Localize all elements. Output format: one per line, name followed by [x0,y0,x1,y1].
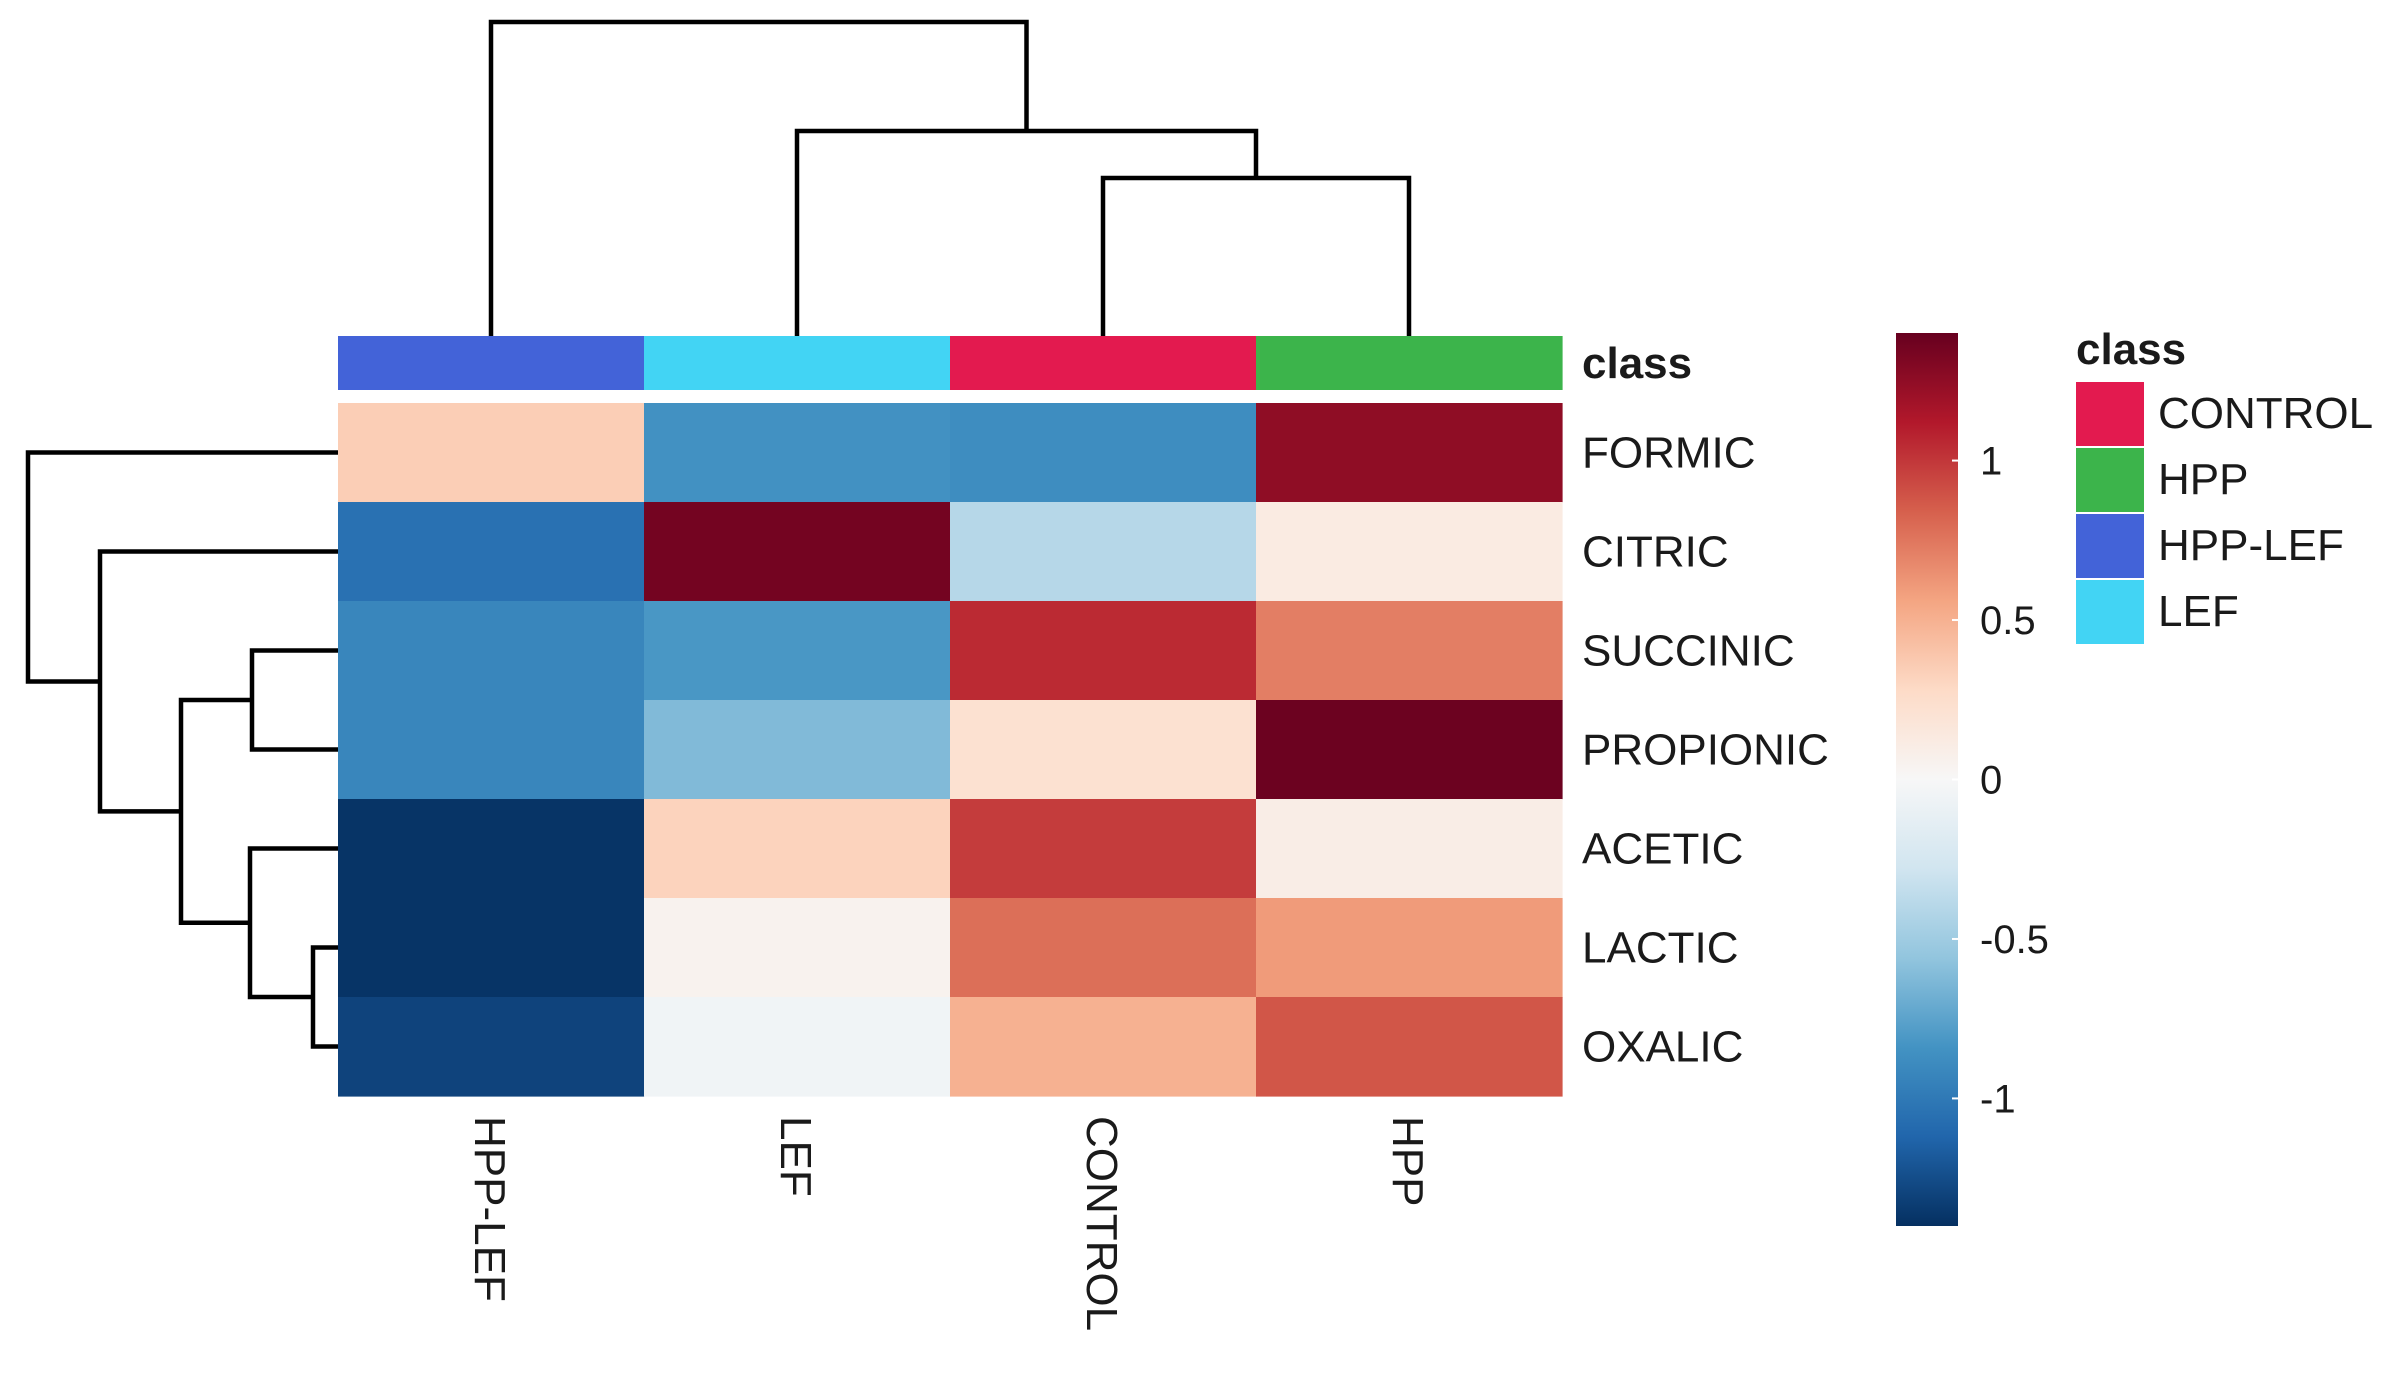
row-dendrogram-link-2 [247,846,338,1000]
column-label-hpp-lef: HPP-LEF [465,1116,514,1302]
heatmap-cell-propionic-lef [644,700,951,800]
legend-label-control: CONTROL [2158,389,2373,438]
column-label-hpp: HPP [1383,1116,1432,1206]
class-annotation-bar [338,336,1563,390]
heatmap-cell-citric-lef [644,502,951,602]
heatmap-cell-oxalic-hpp [1256,997,1563,1097]
heatmap-cell-oxalic-control [950,997,1257,1097]
annotation-title: class [1582,339,1692,388]
row-label-propionic: PROPIONIC [1582,726,1829,775]
class-legend: class CONTROL HPP HPP-LEF LEF [2076,325,2373,644]
heatmap-cell-acetic-hpp [1256,799,1563,899]
column-dendrogram [488,19,1412,336]
heatmap-cell-propionic-control [950,700,1257,800]
heatmap-cell-propionic-hpp [1256,700,1563,800]
heatmap-cell-succinic-hpp-lef [338,601,645,701]
annotation-cell-lef [644,336,951,390]
heatmap-cell-acetic-lef [644,799,951,899]
colorbar-tick-label-0: 0 [1980,759,2002,803]
heatmap-cell-acetic-hpp-lef [338,799,645,899]
annotation-cell-control [950,336,1257,390]
heatmap-cell-oxalic-lef [644,997,951,1097]
column-labels: HPP-LEF LEF CONTROL HPP [465,1116,1432,1331]
row-label-citric: CITRIC [1582,528,1729,577]
row-label-lactic: LACTIC [1582,924,1738,973]
row-dendrogram-link-1 [310,945,338,1049]
heatmap-cell-lactic-lef [644,898,951,998]
legend-label-lef: LEF [2158,587,2239,636]
heatmap-cell-lactic-hpp-lef [338,898,645,998]
heatmap-cell-lactic-control [950,898,1257,998]
heatmap-cell-formic-lef [644,403,951,503]
colorbar-tick-label-0-5: -0.5 [1980,918,2049,962]
heatmap-cell-lactic-hpp [1256,898,1563,998]
heatmap-cell-propionic-hpp-lef [338,700,645,800]
column-dendrogram-link-1 [1100,175,1412,336]
row-label-succinic: SUCCINIC [1582,627,1795,676]
colorbar-tick-label-0-5: 0.5 [1980,599,2036,643]
row-label-oxalic: OXALIC [1582,1023,1743,1072]
row-dendrogram-link-4 [178,697,252,925]
annotation-cell-hpp [1256,336,1563,390]
heatmap-cell-succinic-hpp [1256,601,1563,701]
heatmap-cell-formic-hpp [1256,403,1563,503]
legend-label-hpp-lef: HPP-LEF [2158,521,2344,570]
legend-swatch-hpp-lef [2076,514,2144,578]
row-label-formic: FORMIC [1582,429,1756,478]
row-dendrogram-link-5 [97,549,338,814]
color-scale-bar: 1 0.5 0 -0.5 -1 [1896,333,2049,1226]
legend-title: class [2076,325,2186,374]
column-label-lef: LEF [771,1116,820,1197]
colorbar-tick-label-1: -1 [1980,1077,2016,1121]
row-dendrogram-link-6 [25,450,338,684]
heatmap-cell-oxalic-hpp-lef [338,997,645,1097]
colorbar-gradient [1896,333,1958,1226]
heatmap-cells [338,403,1563,1097]
annotation-cell-hpp-lef [338,336,645,390]
heatmap-cell-citric-hpp-lef [338,502,645,602]
legend-swatch-lef [2076,580,2144,644]
column-dendrogram-link-3 [488,19,1029,336]
legend-label-hpp: HPP [2158,455,2248,504]
heatmap-cell-formic-hpp-lef [338,403,645,503]
heatmap-cell-citric-control [950,502,1257,602]
legend-swatch-control [2076,382,2144,446]
row-dendrogram-link-3 [249,648,338,752]
heatmap-cell-succinic-control [950,601,1257,701]
heatmap-cell-formic-control [950,403,1257,503]
heatmap-cell-acetic-control [950,799,1257,899]
column-label-control: CONTROL [1077,1116,1126,1331]
heatmap-cell-succinic-lef [644,601,951,701]
column-dendrogram-link-2 [794,128,1259,336]
heatmap-cell-citric-hpp [1256,502,1563,602]
row-labels: FORMIC CITRIC SUCCINIC PROPIONIC ACETIC LACTI… [1582,429,1829,1072]
legend-swatch-hpp [2076,448,2144,512]
colorbar-tick-label-1: 1 [1980,440,2002,484]
row-dendrogram [25,450,338,1049]
row-label-acetic: ACETIC [1582,825,1743,874]
